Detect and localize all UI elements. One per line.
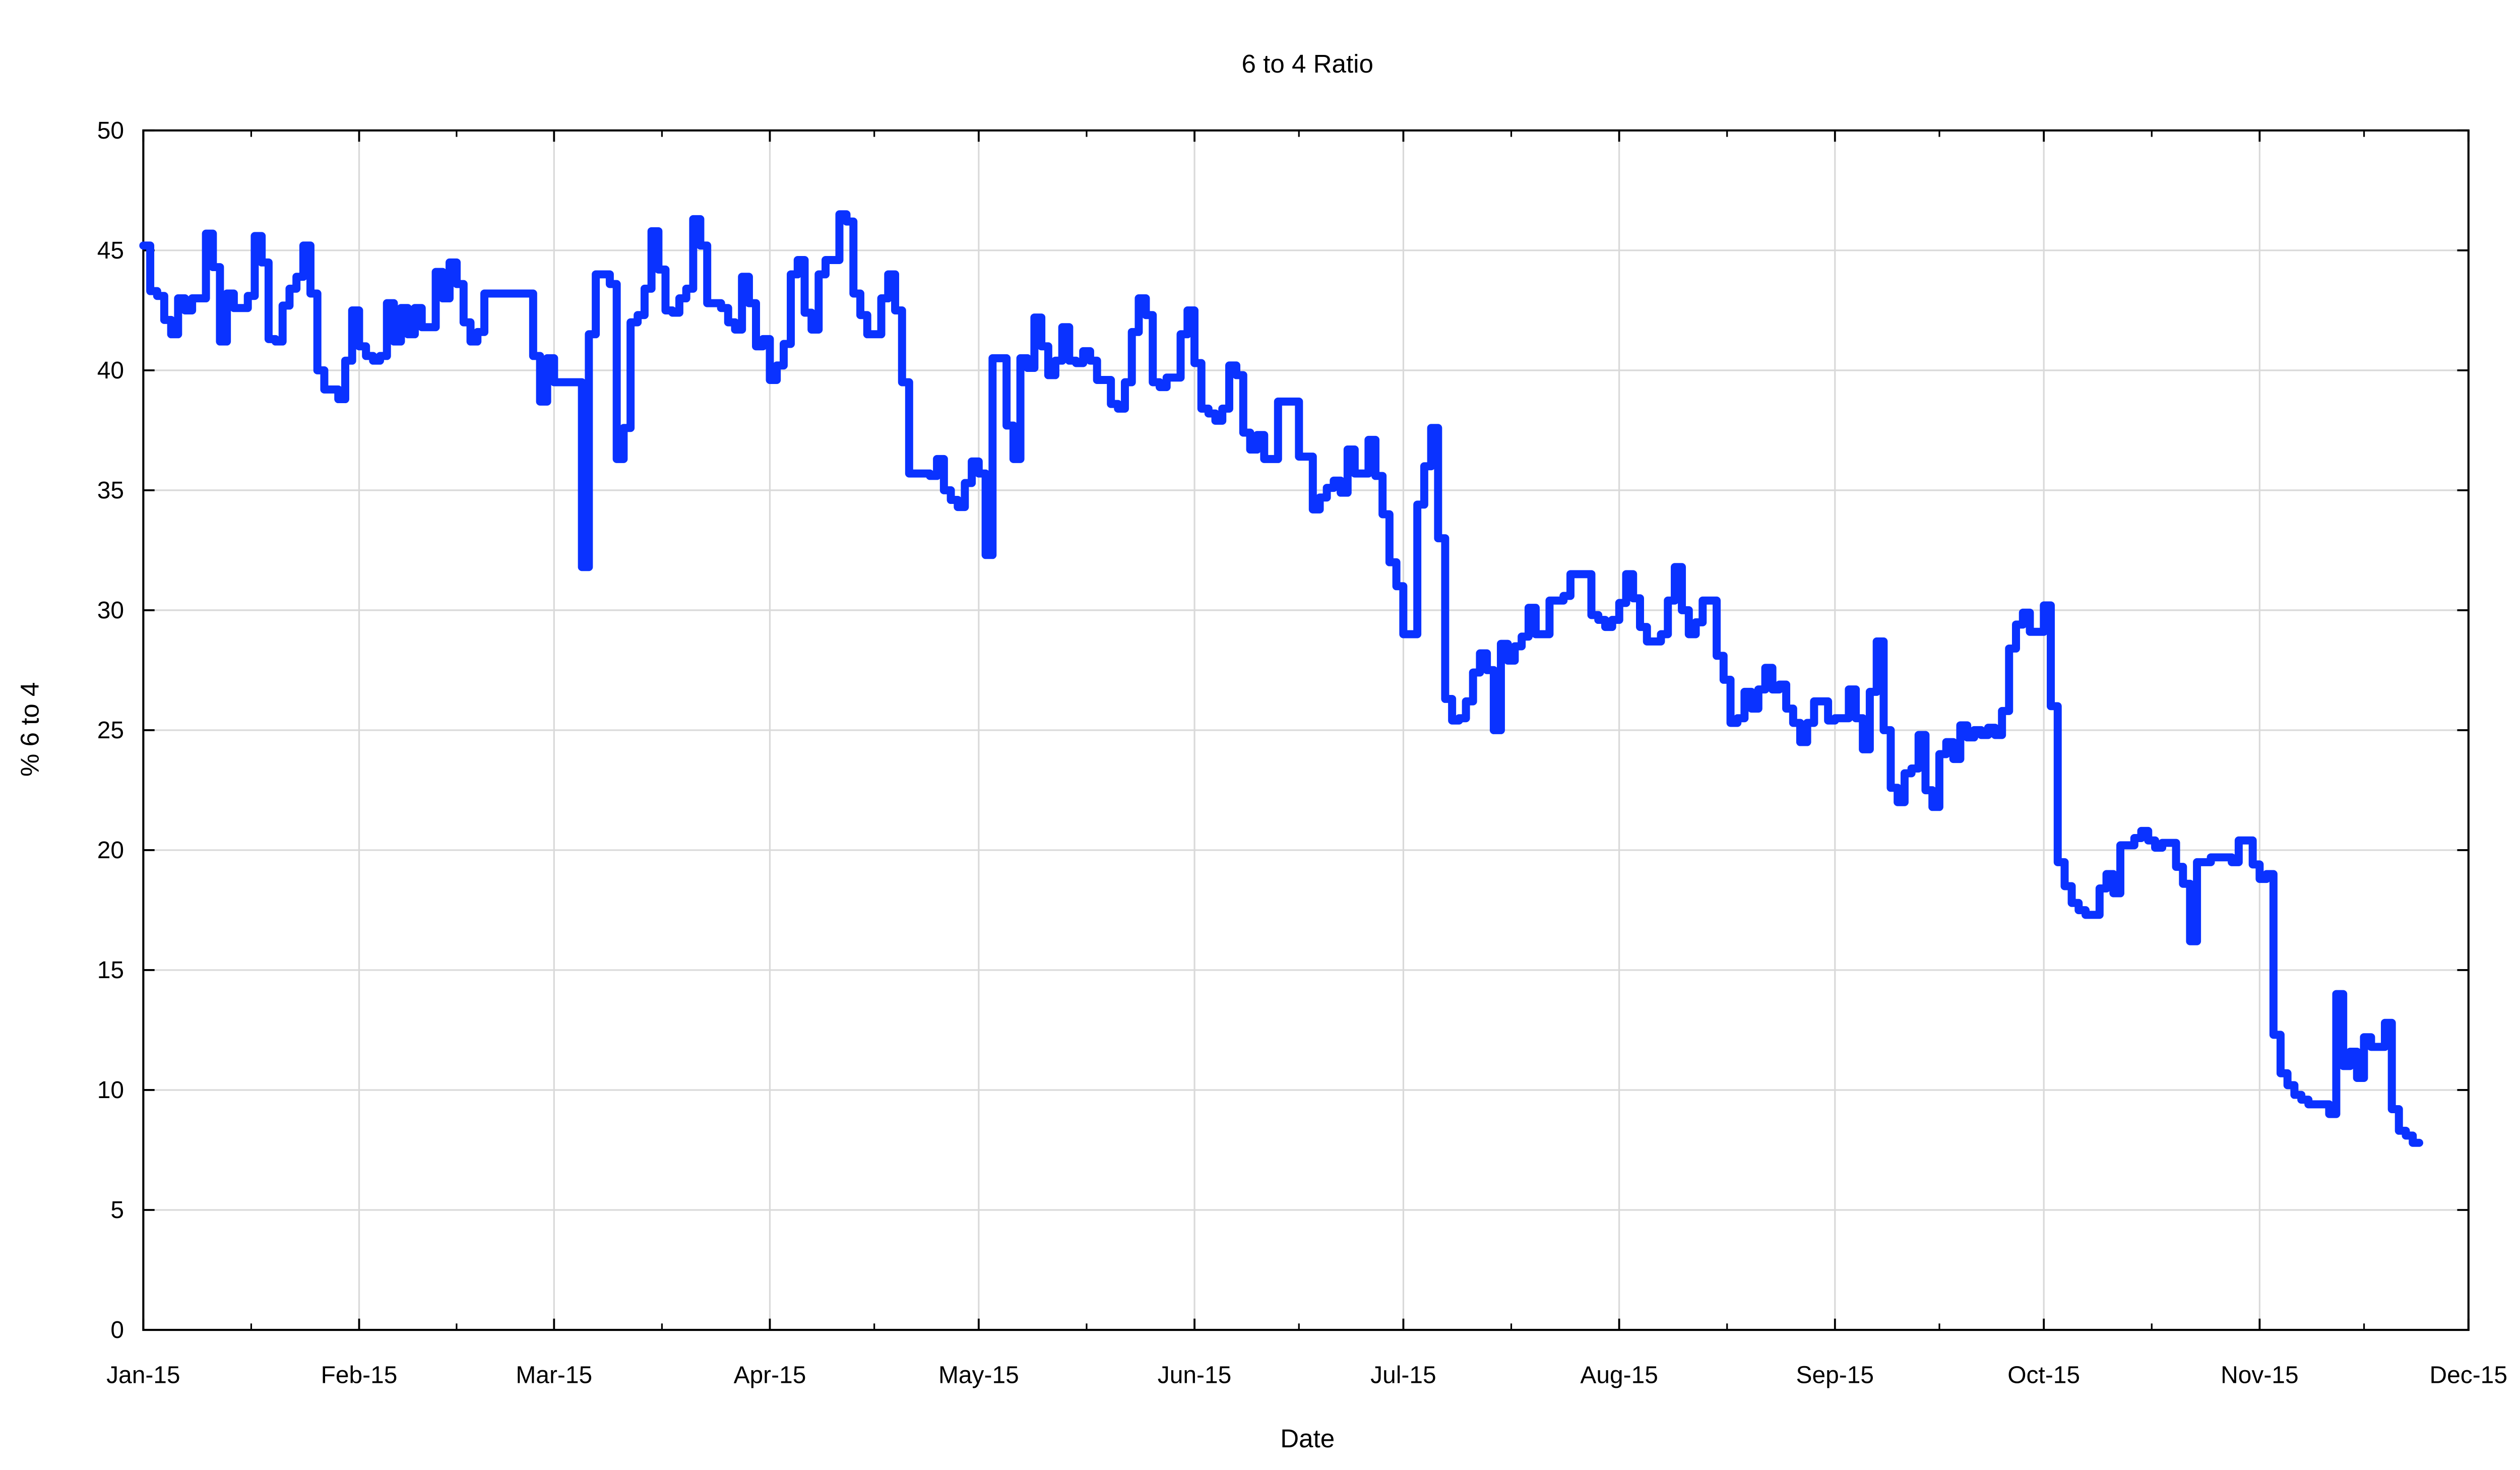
data-point bbox=[1229, 365, 1230, 366]
data-point bbox=[1006, 425, 1007, 426]
data-point bbox=[1020, 358, 1021, 359]
data-point bbox=[2078, 910, 2079, 911]
x-tick-label: Apr-15 bbox=[734, 1362, 806, 1388]
series bbox=[139, 210, 2423, 1147]
x-tick-label: Jun-15 bbox=[1158, 1362, 1231, 1388]
axis-ticks: Jan-15 Feb-15 Mar-15 Apr-15 May-15 Jun-15 Jul-… bbox=[97, 117, 2507, 1389]
data-point bbox=[1925, 790, 1926, 791]
data-point bbox=[1883, 730, 1884, 731]
y-tick-label: 50 bbox=[97, 117, 124, 144]
data-point bbox=[797, 260, 798, 261]
data-point bbox=[1417, 504, 1418, 505]
data-point bbox=[1772, 689, 1773, 690]
x-tick-label: Nov-15 bbox=[2221, 1362, 2298, 1388]
y-tick-label: 15 bbox=[97, 957, 124, 984]
data-point bbox=[1424, 466, 1425, 467]
data-point bbox=[1187, 310, 1188, 311]
data-point bbox=[895, 310, 896, 311]
data-point bbox=[1396, 586, 1397, 587]
data-point bbox=[1647, 641, 1648, 642]
data-point bbox=[1382, 514, 1383, 515]
data-point bbox=[1180, 334, 1181, 335]
data-point bbox=[463, 322, 464, 323]
data-point bbox=[192, 298, 193, 299]
data-point bbox=[2252, 864, 2253, 865]
series-line bbox=[139, 210, 2423, 1147]
x-tick-label: Mar-15 bbox=[516, 1362, 592, 1388]
data-point bbox=[1960, 725, 1961, 726]
data-point bbox=[2099, 888, 2100, 889]
x-tick-label: Jan-15 bbox=[106, 1362, 180, 1388]
data-point bbox=[1459, 718, 1460, 719]
data-point bbox=[1758, 689, 1759, 690]
data-point bbox=[2308, 1104, 2309, 1105]
data-point bbox=[818, 274, 819, 275]
data-point bbox=[338, 399, 339, 400]
data-point bbox=[1876, 641, 1877, 642]
data-point bbox=[345, 360, 346, 361]
x-tick-label: Sep-15 bbox=[1796, 1362, 1874, 1388]
y-tick-label: 5 bbox=[110, 1197, 124, 1224]
data-point bbox=[1166, 377, 1167, 378]
data-point bbox=[2015, 624, 2017, 625]
data-point bbox=[484, 293, 485, 294]
data-point bbox=[2120, 845, 2121, 846]
y-tick-label: 30 bbox=[97, 597, 124, 624]
x-tick-label: May-15 bbox=[938, 1362, 1019, 1388]
data-point bbox=[804, 312, 805, 313]
data-point bbox=[1737, 718, 1738, 719]
data-point bbox=[1354, 473, 1355, 474]
data-point bbox=[1744, 691, 1745, 692]
x-tick-label: Oct-15 bbox=[2007, 1362, 2080, 1388]
data-point bbox=[470, 341, 471, 342]
x-tick-label: Feb-15 bbox=[321, 1362, 398, 1388]
data-point bbox=[672, 312, 673, 313]
data-point bbox=[693, 219, 694, 220]
data-point bbox=[853, 293, 854, 294]
data-point bbox=[888, 274, 889, 275]
data-point bbox=[992, 358, 993, 359]
data-point bbox=[1208, 413, 1209, 414]
data-point bbox=[1319, 497, 1320, 498]
x-tick-label: Jul-15 bbox=[1370, 1362, 1436, 1388]
y-axis-label: % 6 to 4 bbox=[16, 682, 44, 777]
x-tick-label: Dec-15 bbox=[2430, 1362, 2507, 1388]
data-point bbox=[679, 298, 680, 299]
grid bbox=[143, 130, 2469, 1330]
data-point bbox=[2350, 1051, 2351, 1052]
data-point bbox=[867, 334, 868, 335]
data-point bbox=[303, 245, 304, 246]
y-tick-label: 40 bbox=[97, 357, 124, 384]
y-tick-label: 10 bbox=[97, 1077, 124, 1104]
data-point bbox=[282, 305, 283, 306]
x-tick-label: Aug-15 bbox=[1580, 1362, 1658, 1388]
data-point bbox=[1264, 459, 1265, 460]
y-tick-label: 20 bbox=[97, 837, 124, 864]
data-point bbox=[1974, 730, 1975, 731]
chart-title: 6 to 4 Ratio bbox=[1242, 49, 1373, 78]
y-tick-label: 45 bbox=[97, 237, 124, 264]
data-point bbox=[275, 341, 276, 342]
data-point bbox=[943, 490, 944, 491]
y-tick-label: 35 bbox=[97, 477, 124, 504]
x-axis-label: Date bbox=[1280, 1424, 1335, 1453]
data-point bbox=[839, 214, 840, 215]
data-point bbox=[310, 293, 311, 294]
data-point bbox=[1034, 317, 1035, 318]
data-point bbox=[846, 221, 847, 222]
data-point bbox=[700, 245, 701, 246]
data-point bbox=[665, 310, 666, 311]
data-point bbox=[616, 459, 617, 460]
data-point bbox=[143, 245, 144, 246]
y-tick-label: 0 bbox=[110, 1317, 124, 1344]
data-point bbox=[1779, 684, 1780, 685]
data-point bbox=[1967, 737, 1968, 738]
data-point bbox=[317, 370, 318, 371]
data-point bbox=[755, 346, 757, 347]
y-tick-label: 25 bbox=[97, 717, 124, 744]
data-point bbox=[1041, 346, 1042, 347]
data-point bbox=[1090, 360, 1091, 361]
